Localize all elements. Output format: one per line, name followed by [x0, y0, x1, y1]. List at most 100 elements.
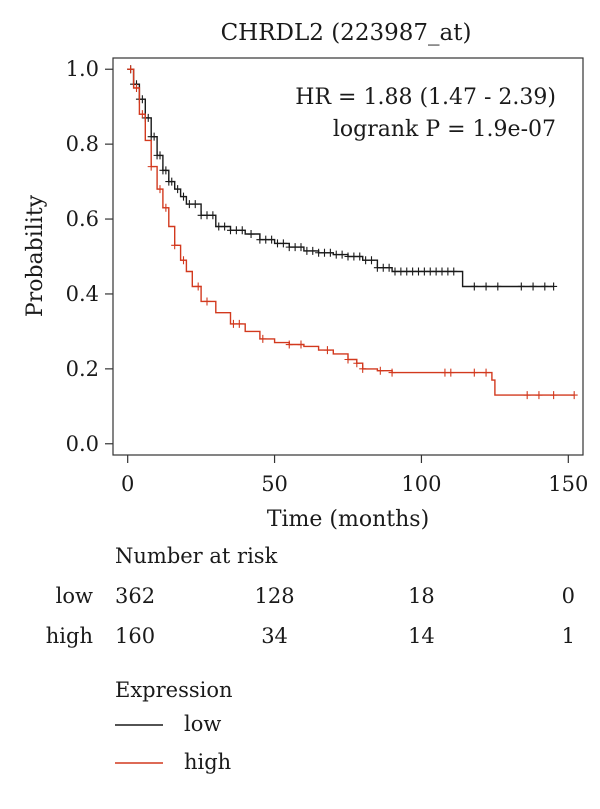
censor-mark-low	[420, 267, 428, 276]
risk-count: 14	[408, 624, 435, 648]
legend: low high	[115, 712, 231, 774]
censor-mark-low	[444, 267, 452, 276]
censor-mark-low	[432, 267, 440, 276]
censor-mark-low	[238, 226, 246, 235]
censor-mark-high	[180, 256, 187, 265]
y-tick-label: 0.6	[66, 207, 99, 231]
censor-mark-low	[315, 248, 323, 257]
censor-mark-low	[303, 246, 311, 255]
censor-mark-low	[162, 166, 170, 175]
censor-mark-low	[156, 151, 164, 160]
censor-mark-low	[397, 267, 405, 276]
censor-mark-low	[203, 211, 211, 220]
censor-mark-low	[185, 200, 193, 209]
censor-mark-low	[362, 256, 370, 265]
censor-mark-high	[171, 241, 179, 250]
x-tick-label: 50	[261, 472, 288, 496]
plot-frame	[112, 57, 584, 456]
risk-count: 128	[255, 584, 295, 608]
censor-mark-low	[297, 243, 305, 252]
censor-mark-low	[338, 250, 346, 259]
legend-label-low: low	[184, 712, 221, 736]
x-tick-label: 100	[401, 472, 441, 496]
censor-mark-high	[203, 297, 211, 306]
censor-mark-low	[227, 226, 234, 235]
censor-mark-low	[247, 230, 255, 239]
censor-mark-high	[235, 319, 243, 328]
censor-mark-low	[150, 132, 158, 141]
censor-mark-low	[450, 267, 458, 276]
censor-mark-low	[541, 282, 549, 291]
censor-mark-high	[482, 368, 490, 377]
censor-mark-low	[168, 177, 176, 186]
censor-mark-low	[470, 282, 478, 291]
y-tick-label: 0.8	[66, 132, 99, 156]
censor-mark-low	[279, 239, 287, 248]
risk-count: 160	[115, 624, 155, 648]
censor-mark-low	[321, 248, 328, 257]
censor-mark-low	[385, 263, 393, 272]
risk-table: low 362 128 18 0 high 160 34 14 1	[46, 584, 575, 648]
legend-label-high: high	[184, 750, 231, 774]
y-tick-label: 0.0	[66, 432, 99, 456]
risk-count: 34	[261, 624, 288, 648]
censor-mark-high	[353, 359, 361, 368]
censor-mark-low	[215, 222, 223, 231]
censor-mark-low	[391, 267, 399, 276]
censor-mark-low	[529, 282, 537, 291]
censor-mark-high	[535, 391, 543, 400]
censor-mark-low	[180, 192, 187, 201]
x-axis-label: Time (months)	[267, 507, 429, 532]
risk-row-label: low	[56, 584, 93, 608]
censor-mark-low	[221, 222, 229, 231]
risk-count: 1	[562, 624, 575, 648]
risk-table-heading: Number at risk	[115, 544, 278, 568]
censor-mark-low	[409, 267, 417, 276]
censor-mark-low	[426, 267, 434, 276]
censor-mark-low	[344, 252, 352, 261]
censor-mark-low	[482, 282, 490, 291]
censor-mark-high	[147, 162, 155, 171]
censor-mark-low	[268, 235, 276, 244]
censor-mark-low	[415, 267, 422, 276]
censor-mark-low	[209, 211, 217, 220]
censor-mark-low	[291, 243, 299, 252]
censor-mark-low	[438, 267, 446, 276]
risk-count: 0	[562, 584, 575, 608]
censor-mark-high	[133, 83, 140, 92]
censor-mark-high	[344, 355, 352, 364]
censor-mark-high	[127, 65, 135, 74]
censor-mark-high	[441, 368, 449, 377]
censor-mark-low	[262, 235, 270, 244]
censor-mark-high	[447, 368, 455, 377]
series-layer	[127, 65, 578, 400]
y-tick-label: 1.0	[66, 57, 99, 81]
censor-mark-low	[326, 248, 334, 257]
censor-mark-low	[403, 267, 411, 276]
censor-mark-low	[197, 211, 205, 220]
censor-mark-high	[323, 346, 331, 355]
logrank-p-annotation: logrank P = 1.9e-07	[333, 117, 556, 142]
censor-mark-high	[570, 391, 578, 400]
censor-mark-low	[332, 250, 340, 259]
censor-mark-low	[356, 252, 364, 261]
y-axis-label: Probability	[23, 194, 48, 317]
censor-mark-high	[194, 282, 202, 291]
censor-mark-low	[379, 263, 387, 272]
censor-mark-high	[285, 340, 293, 349]
censor-mark-high	[388, 368, 396, 377]
censor-mark-low	[256, 235, 264, 244]
censor-mark-low	[373, 263, 381, 272]
censor-mark-low	[191, 200, 199, 209]
censor-mark-low	[368, 256, 375, 265]
censor-mark-high	[523, 391, 531, 400]
y-axis: 0.0 0.2 0.4 0.6 0.8 1.0	[66, 57, 113, 456]
censor-mark-low	[232, 226, 240, 235]
censor-mark-high	[550, 391, 558, 400]
y-tick-label: 0.2	[66, 357, 99, 381]
x-tick-label: 0	[121, 472, 134, 496]
censor-mark-high	[297, 340, 305, 349]
risk-count: 18	[408, 584, 435, 608]
